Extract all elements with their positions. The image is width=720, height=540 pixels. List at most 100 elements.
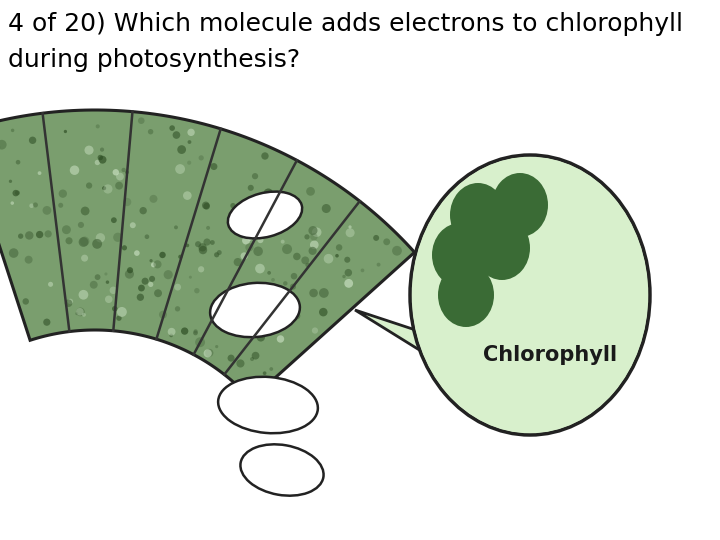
Circle shape [336,244,342,251]
Circle shape [78,237,89,247]
Circle shape [137,294,144,301]
Circle shape [290,284,296,289]
Circle shape [283,281,287,286]
Circle shape [234,258,242,266]
Circle shape [183,191,192,200]
Circle shape [263,372,266,375]
Circle shape [117,307,127,317]
Circle shape [392,246,402,255]
Circle shape [286,225,289,228]
Circle shape [58,190,67,198]
Circle shape [199,246,207,254]
Circle shape [186,244,189,247]
Circle shape [269,295,274,300]
Circle shape [377,262,380,267]
Circle shape [86,183,92,188]
Circle shape [94,274,101,280]
Circle shape [106,280,109,284]
Circle shape [24,256,32,264]
Circle shape [215,345,218,348]
Polygon shape [355,310,500,400]
Circle shape [95,160,100,165]
Circle shape [195,241,201,247]
Circle shape [112,306,117,312]
Circle shape [64,130,67,133]
Circle shape [293,312,300,319]
Circle shape [96,124,100,129]
Circle shape [80,237,89,246]
Circle shape [217,250,222,255]
Circle shape [269,367,273,371]
Circle shape [216,312,222,318]
Circle shape [113,233,122,242]
Circle shape [319,308,328,316]
Circle shape [204,349,212,357]
Text: 4 of 20) Which molecule adds electrons to chlorophyll: 4 of 20) Which molecule adds electrons t… [8,12,683,36]
Circle shape [43,319,50,326]
Circle shape [111,217,117,223]
Circle shape [194,288,199,293]
Circle shape [261,152,269,160]
Circle shape [148,129,153,134]
Circle shape [254,383,260,389]
Circle shape [150,259,153,262]
Circle shape [383,238,390,245]
Circle shape [16,160,20,165]
Circle shape [324,254,333,264]
Circle shape [227,322,233,328]
Circle shape [12,190,19,197]
Circle shape [84,146,94,154]
Circle shape [290,314,294,317]
Circle shape [36,231,43,238]
Circle shape [9,248,19,258]
Circle shape [293,253,301,260]
Circle shape [177,145,186,154]
Circle shape [204,239,210,246]
Circle shape [276,335,284,343]
Circle shape [127,267,133,273]
Circle shape [198,266,204,272]
Circle shape [122,168,126,172]
Circle shape [25,231,33,240]
Circle shape [281,240,284,244]
Circle shape [100,147,104,152]
Circle shape [310,240,319,249]
Circle shape [205,349,213,357]
Circle shape [257,237,264,243]
Circle shape [42,206,51,215]
Circle shape [99,156,107,164]
Circle shape [312,327,318,334]
Circle shape [217,296,221,300]
Circle shape [253,246,263,256]
Ellipse shape [410,155,650,435]
Circle shape [250,357,254,361]
Circle shape [102,186,106,190]
Circle shape [306,187,315,195]
Circle shape [310,289,318,298]
Ellipse shape [450,183,506,247]
Circle shape [274,325,280,332]
Circle shape [33,202,38,207]
Circle shape [116,173,124,180]
Circle shape [58,203,63,208]
Circle shape [243,297,247,300]
Circle shape [134,250,140,256]
Circle shape [342,275,346,278]
Circle shape [248,185,253,191]
Ellipse shape [228,192,302,239]
Ellipse shape [474,216,530,280]
Circle shape [78,222,84,228]
Circle shape [62,225,71,234]
Circle shape [361,268,364,272]
Circle shape [345,269,352,276]
Circle shape [187,140,192,144]
Circle shape [195,338,205,347]
Circle shape [256,333,265,342]
Circle shape [154,289,162,297]
Circle shape [115,182,123,190]
Circle shape [255,264,265,273]
Ellipse shape [438,263,494,327]
Text: Chlorophyll: Chlorophyll [483,345,617,365]
Circle shape [153,260,161,268]
Circle shape [140,207,147,214]
